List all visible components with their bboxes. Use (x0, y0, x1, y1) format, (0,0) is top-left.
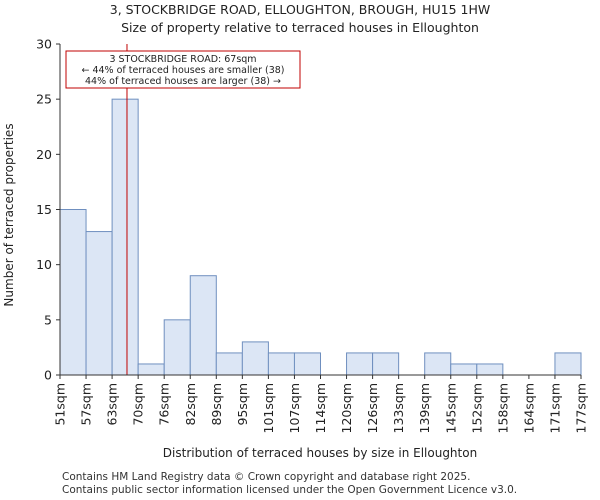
bar-152sqm (476, 363, 504, 376)
bar-95sqm (241, 341, 269, 376)
bar-57sqm (85, 231, 113, 376)
bar-139sqm (424, 352, 452, 376)
bar-63sqm (111, 98, 139, 376)
bar-76sqm (163, 319, 191, 376)
footer-copyright: Contains HM Land Registry data © Crown c… (62, 471, 471, 483)
bar-89sqm (215, 352, 243, 376)
y-tick-label: 0 (44, 368, 52, 383)
bar-51sqm (59, 209, 87, 376)
y-axis-label: Number of terraced properties (2, 123, 16, 306)
annotation-line: 3 STOCKBRIDGE ROAD: 67sqm (109, 54, 256, 65)
bar-171sqm (554, 352, 582, 376)
bar-107sqm (293, 352, 322, 376)
y-tick-label: 5 (44, 312, 52, 327)
x-axis-label: Distribution of terraced houses by size … (163, 446, 477, 460)
chart-title: Size of property relative to terraced ho… (121, 20, 479, 35)
y-tick-label: 30 (36, 37, 52, 52)
x-tick-label: 114sqm (313, 383, 328, 433)
x-tick-label: 51sqm (53, 383, 68, 426)
y-tick-label: 10 (36, 257, 52, 272)
x-tick-label: 70sqm (131, 383, 146, 426)
bar-120sqm (346, 352, 374, 376)
y-tick-label: 25 (36, 92, 52, 107)
annotation-line: ← 44% of terraced houses are smaller (38… (81, 65, 284, 76)
x-tick-label: 120sqm (339, 383, 354, 433)
chart-title-address: 3, STOCKBRIDGE ROAD, ELLOUGHTON, BROUGH,… (109, 2, 491, 17)
x-tick-label: 158sqm (495, 383, 510, 433)
x-tick-label: 171sqm (547, 383, 562, 433)
y-tick-label: 15 (36, 202, 52, 217)
bar-145sqm (450, 363, 478, 376)
y-tick-label: 20 (36, 147, 52, 162)
x-tick-label: 177sqm (574, 383, 589, 433)
annotation-box (65, 50, 301, 89)
x-tick-label: 101sqm (261, 383, 276, 433)
x-tick-label: 139sqm (417, 383, 432, 433)
x-tick-label: 133sqm (391, 383, 406, 433)
footer-licence: Contains public sector information licen… (62, 484, 518, 496)
annotation-line: 44% of terraced houses are larger (38) → (85, 76, 281, 87)
x-tick-label: 95sqm (235, 383, 250, 426)
x-tick-label: 107sqm (287, 383, 302, 433)
x-tick-label: 126sqm (365, 383, 380, 433)
x-tick-label: 57sqm (79, 383, 94, 426)
x-tick-label: 152sqm (469, 383, 484, 433)
bar-70sqm (137, 363, 165, 376)
x-tick-label: 89sqm (209, 383, 224, 426)
bar-82sqm (189, 275, 217, 376)
x-tick-label: 63sqm (105, 383, 120, 426)
x-tick-label: 76sqm (157, 383, 172, 426)
bar-101sqm (267, 352, 295, 376)
x-tick-label: 145sqm (443, 383, 458, 433)
x-tick-label: 164sqm (521, 383, 536, 433)
x-tick-label: 82sqm (183, 383, 198, 426)
bar-126sqm (372, 352, 400, 376)
